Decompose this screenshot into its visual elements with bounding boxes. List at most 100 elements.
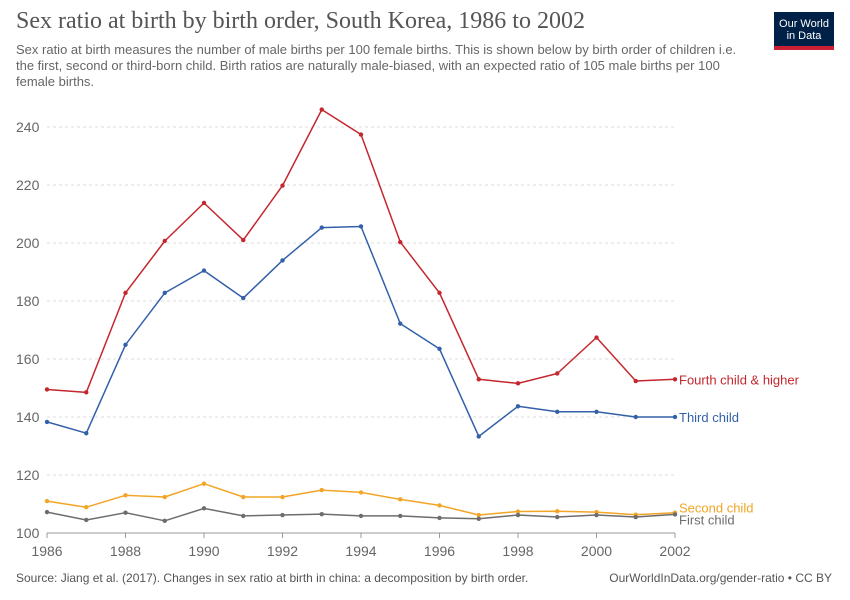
data-point-fourth-child-higher-1991[interactable]: [241, 237, 246, 243]
data-point-second-child-1991[interactable]: [241, 494, 246, 500]
x-tick-label-1990: 1990: [188, 543, 219, 559]
x-tick-label-1996: 1996: [424, 543, 455, 559]
logo-accent-bar: [774, 46, 834, 50]
data-point-fourth-child-higher-1988[interactable]: [123, 290, 128, 296]
data-point-fourth-child-higher-2001[interactable]: [633, 378, 638, 384]
data-point-fourth-child-higher-2002[interactable]: [672, 377, 678, 382]
y-tick-label-200: 200: [16, 235, 40, 251]
data-point-third-child-1996[interactable]: [437, 346, 442, 352]
data-point-fourth-child-higher-1993[interactable]: [319, 107, 324, 112]
data-point-second-child-1998[interactable]: [515, 509, 521, 514]
data-point-second-child-1995[interactable]: [398, 497, 403, 502]
data-point-first-child-1990[interactable]: [201, 506, 207, 511]
x-axis-ticks: 1986 1988 1990 1992 1994 1996 1998 2000 2002: [31, 533, 691, 559]
data-point-first-child-1998[interactable]: [515, 512, 521, 518]
data-point-second-child-1999[interactable]: [555, 509, 560, 514]
logo-line-2: in Data: [786, 30, 822, 42]
data-point-third-child-2002[interactable]: [672, 414, 678, 420]
data-point-third-child-1986[interactable]: [44, 419, 50, 425]
chart-subtitle: Sex ratio at birth measures the number o…: [16, 42, 737, 89]
data-point-first-child-2001[interactable]: [633, 514, 638, 520]
data-point-first-child-1992[interactable]: [280, 512, 285, 518]
data-point-fourth-child-higher-1998[interactable]: [515, 381, 521, 386]
data-point-third-child-1987[interactable]: [84, 431, 89, 436]
data-point-first-child-2002[interactable]: [672, 512, 678, 517]
data-point-first-child-1987[interactable]: [84, 517, 89, 523]
data-point-third-child-1990[interactable]: [201, 268, 207, 273]
data-point-fourth-child-higher-1986[interactable]: [44, 387, 50, 392]
data-point-second-child-1992[interactable]: [280, 494, 285, 500]
data-point-third-child-2000[interactable]: [594, 409, 599, 414]
data-point-first-child-2000[interactable]: [594, 512, 599, 518]
data-point-third-child-1989[interactable]: [162, 290, 167, 296]
y-axis-ticks: 100 120 140 160 180 200 220 240: [16, 119, 40, 541]
data-point-third-child-1999[interactable]: [555, 409, 560, 414]
y-tick-label-220: 220: [16, 177, 40, 193]
data-point-second-child-1993[interactable]: [319, 487, 324, 493]
data-point-third-child-1998[interactable]: [515, 404, 521, 409]
data-point-first-child-1996[interactable]: [437, 515, 442, 521]
y-tick-label-100: 100: [16, 525, 40, 541]
data-point-fourth-child-higher-2000[interactable]: [594, 335, 599, 340]
x-tick-label-1994: 1994: [345, 543, 376, 559]
data-point-first-child-1986[interactable]: [44, 509, 50, 515]
data-point-third-child-1992[interactable]: [280, 258, 285, 263]
source-note: Source: Jiang et al. (2017). Changes in …: [16, 571, 529, 585]
data-point-fourth-child-higher-1987[interactable]: [84, 390, 89, 395]
data-point-third-child-1988[interactable]: [123, 342, 128, 347]
data-point-second-child-1989[interactable]: [162, 494, 167, 500]
x-tick-label-1986: 1986: [31, 543, 62, 559]
series-line-third-child[interactable]: [46, 225, 675, 438]
data-point-fourth-child-higher-1997[interactable]: [476, 377, 481, 382]
series-labels: Fourth child & higher Third child Second c…: [679, 372, 800, 527]
x-tick-label-1988: 1988: [110, 543, 141, 559]
x-tick-label-1998: 1998: [502, 543, 533, 559]
data-point-second-child-1990[interactable]: [201, 481, 207, 486]
data-point-second-child-1987[interactable]: [84, 504, 89, 510]
y-tick-label-240: 240: [16, 119, 40, 135]
credit-link[interactable]: OurWorldInData.org/gender-ratio • CC BY: [609, 571, 832, 585]
data-point-third-child-2001[interactable]: [633, 414, 638, 420]
data-point-first-child-1993[interactable]: [319, 511, 324, 517]
y-tick-label-140: 140: [16, 409, 40, 425]
x-tick-label-1992: 1992: [267, 543, 298, 559]
y-tick-label-120: 120: [16, 467, 40, 483]
series-line-second-child[interactable]: [46, 482, 676, 516]
data-point-fourth-child-higher-1990[interactable]: [201, 200, 207, 206]
x-tick-label-2002: 2002: [659, 543, 690, 559]
data-point-first-child-1997[interactable]: [476, 516, 481, 521]
x-tick-label-2000: 2000: [581, 543, 612, 559]
data-point-fourth-child-higher-1992[interactable]: [280, 183, 285, 188]
data-point-third-child-1997[interactable]: [476, 434, 481, 439]
data-point-first-child-1994[interactable]: [358, 513, 364, 519]
y-tick-label-180: 180: [16, 293, 40, 309]
data-point-third-child-1993[interactable]: [319, 225, 324, 230]
data-point-fourth-child-higher-1999[interactable]: [555, 371, 560, 376]
data-point-second-child-1996[interactable]: [437, 503, 442, 508]
data-point-first-child-1989[interactable]: [162, 518, 167, 524]
data-point-second-child-1997[interactable]: [476, 512, 481, 518]
series-label-second-child: Second child: [679, 501, 753, 516]
data-point-first-child-1995[interactable]: [398, 513, 403, 519]
series-line-fourth-child-higher[interactable]: [46, 108, 676, 394]
data-point-first-child-1988[interactable]: [123, 510, 128, 515]
data-point-fourth-child-higher-1989[interactable]: [162, 238, 167, 244]
data-point-third-child-1994[interactable]: [358, 224, 364, 229]
series-label-first-child: First child: [679, 512, 735, 527]
data-point-third-child-1991[interactable]: [241, 295, 246, 301]
data-point-second-child-1988[interactable]: [123, 493, 128, 498]
data-point-second-child-1986[interactable]: [44, 498, 50, 504]
logo-line-1: Our World: [779, 18, 829, 30]
data-point-fourth-child-higher-1996[interactable]: [437, 290, 442, 296]
data-point-third-child-1995[interactable]: [398, 321, 403, 326]
gridlines: [47, 126, 675, 534]
data-point-fourth-child-higher-1995[interactable]: [398, 239, 403, 245]
series-lines: [44, 107, 678, 524]
owid-logo[interactable]: Our World in Data: [774, 12, 834, 50]
data-point-first-child-1991[interactable]: [241, 513, 246, 519]
data-point-second-child-1994[interactable]: [358, 490, 364, 495]
data-point-fourth-child-higher-1994[interactable]: [358, 132, 364, 137]
data-point-first-child-1999[interactable]: [555, 514, 560, 520]
y-tick-label-160: 160: [16, 351, 40, 367]
